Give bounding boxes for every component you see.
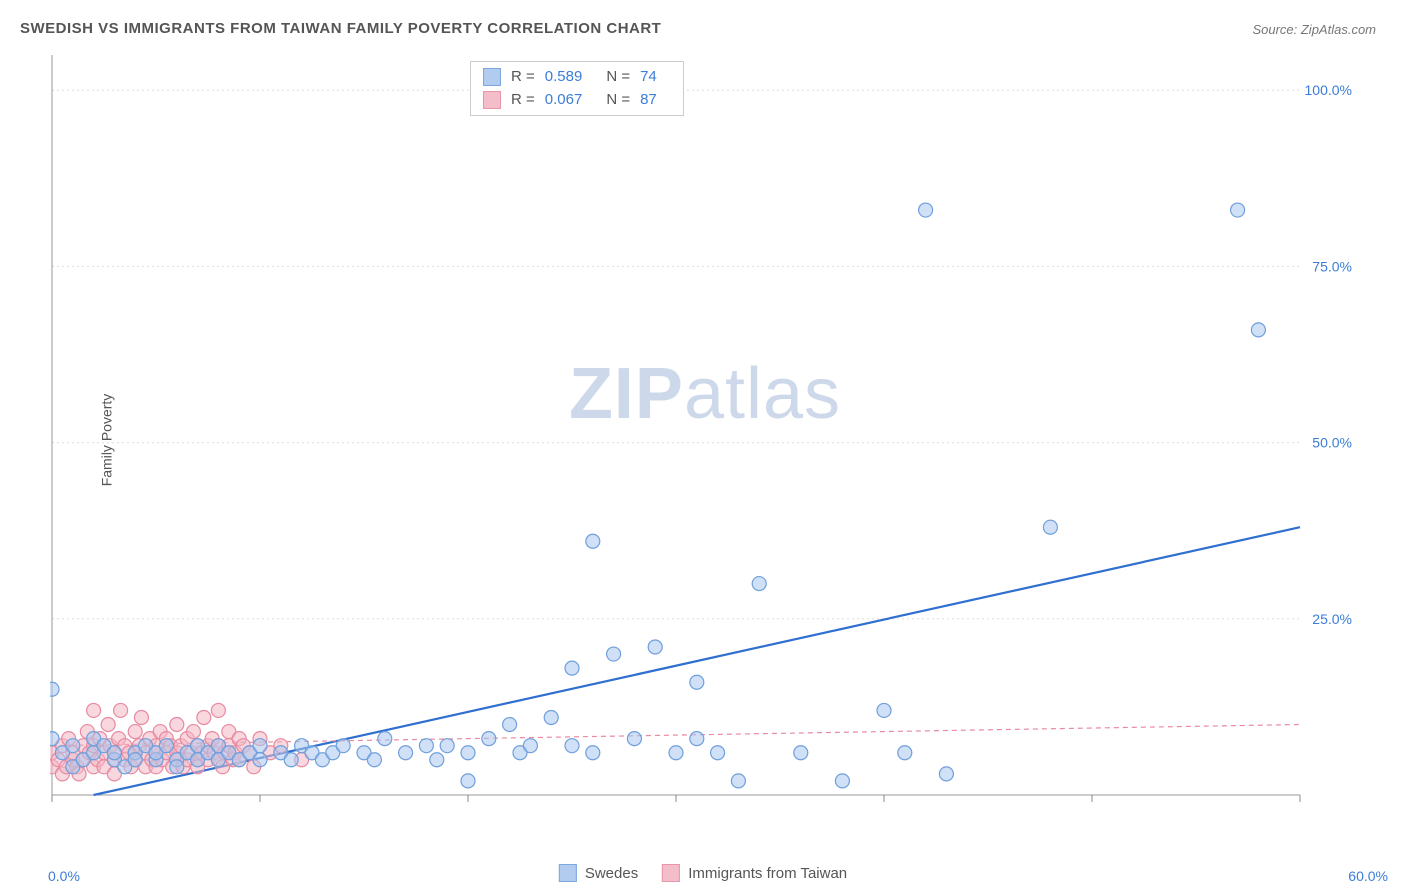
swatch-icon <box>483 91 501 109</box>
stat-value: 0.589 <box>545 66 583 89</box>
stat-value: 87 <box>640 89 657 112</box>
stat-label: R = <box>511 89 535 112</box>
stat-label: N = <box>606 89 630 112</box>
stats-row: R = 0.067 N = 87 <box>483 89 671 112</box>
legend-label: Immigrants from Taiwan <box>688 865 847 882</box>
stats-legend-box: R = 0.589 N = 74 R = 0.067 N = 87 <box>470 61 684 116</box>
svg-text:25.0%: 25.0% <box>1312 611 1352 627</box>
x-axis-start-label: 0.0% <box>48 868 80 884</box>
svg-text:75.0%: 75.0% <box>1312 258 1352 274</box>
stat-label: R = <box>511 66 535 89</box>
swatch-icon <box>662 864 680 882</box>
stat-value: 0.067 <box>545 89 583 112</box>
chart-area: Family Poverty ZIPatlas 25.0%50.0%75.0%1… <box>50 55 1360 825</box>
source-credit: Source: ZipAtlas.com <box>1252 22 1376 37</box>
svg-text:100.0%: 100.0% <box>1305 82 1352 98</box>
svg-text:50.0%: 50.0% <box>1312 435 1352 451</box>
scatter-plot: 25.0% 50.0% 75.0% 100.0% <box>50 55 1360 825</box>
legend-item: Immigrants from Taiwan <box>662 864 847 882</box>
series-legend: Swedes Immigrants from Taiwan <box>559 864 847 882</box>
stat-label: N = <box>606 66 630 89</box>
swatch-icon <box>483 68 501 86</box>
swatch-icon <box>559 864 577 882</box>
stats-row: R = 0.589 N = 74 <box>483 66 671 89</box>
legend-label: Swedes <box>585 865 638 882</box>
stat-value: 74 <box>640 66 657 89</box>
chart-title: SWEDISH VS IMMIGRANTS FROM TAIWAN FAMILY… <box>20 20 661 37</box>
legend-item: Swedes <box>559 864 638 882</box>
x-axis-end-label: 60.0% <box>1348 868 1388 884</box>
